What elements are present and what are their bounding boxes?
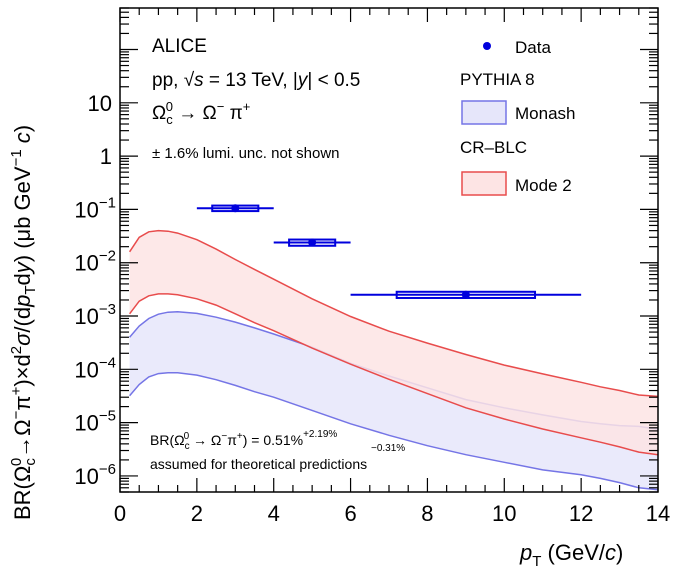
model-bands: [128, 229, 659, 491]
y-tick-label: 10−6: [74, 461, 116, 489]
axes: 0 2 4 6 8 10 12 14 10−6 10−5 10−4 10−3 10−2 10−1 1 10: [74, 7, 670, 526]
y-tick-label: 10−3: [74, 301, 116, 329]
legend-monash-label: Monash: [515, 104, 575, 123]
x-tick-label: 0: [114, 501, 126, 526]
x-tick-label: 10: [492, 501, 516, 526]
y-tick-label: 10: [88, 91, 112, 116]
legend-data-label: Data: [515, 38, 551, 57]
legend-generator-label: PYTHIA 8: [460, 70, 535, 89]
y-tick-label: 10−4: [74, 354, 116, 382]
data-point-marker: [461, 290, 470, 299]
data-point: [273, 238, 351, 247]
data-point: [196, 204, 274, 213]
y-tick-label: 10−5: [74, 408, 116, 436]
data-point: [350, 290, 582, 299]
decay-channel-label: Ωc0 → Ω− π+: [152, 99, 250, 127]
x-tick-label: 14: [646, 501, 670, 526]
y-tick-label: 10−2: [74, 248, 116, 276]
annotation-block: ALICE pp, √s = 13 TeV, |y| < 0.5 Ωc0 → Ω…: [150, 36, 405, 472]
x-tick-label: 2: [191, 501, 203, 526]
x-tick-label: 8: [421, 501, 433, 526]
mode-2-band-lower: [129, 293, 659, 456]
branching-ratio-error-down: −0.31%: [371, 443, 405, 454]
legend-mode2-label: Mode 2: [515, 176, 572, 195]
lumi-note: ± 1.6% lumi. unc. not shown: [152, 145, 340, 162]
mode-2-band-fill: [129, 230, 659, 455]
legend-data-marker: [483, 42, 491, 50]
branching-ratio-note: assumed for theoretical predictions: [150, 456, 367, 472]
x-axis-title: pT (GeV/c): [519, 540, 623, 570]
x-tick-label: 12: [569, 501, 593, 526]
x-tick-label: 6: [344, 501, 356, 526]
data-point-marker: [308, 238, 317, 247]
y-tick-label: 10−1: [74, 194, 116, 222]
collision-system-label: pp, √s = 13 TeV, |y| < 0.5: [152, 70, 360, 91]
legend-monash-swatch: [461, 100, 507, 125]
mode-2-band-upper: [128, 229, 659, 398]
data-points: [196, 204, 582, 299]
experiment-label: ALICE: [152, 36, 207, 57]
legend-crblc-label: CR–BLC: [460, 138, 527, 157]
legend: Data PYTHIA 8 Monash CR–BLC Mode 2: [460, 38, 575, 196]
y-axis-title: BR(Ωc0→Ω−π+)×d2σ/(dpTdy) (μb GeV−1 c): [8, 125, 39, 520]
monash-band-lower: [129, 372, 659, 491]
x-tick-label: 4: [268, 501, 280, 526]
branching-ratio-label: BR(Ωc0 → Ω−π+) = 0.51%+2.19%: [150, 429, 337, 452]
monash-band-fill: [129, 311, 659, 490]
legend-mode2-swatch: [461, 171, 507, 196]
y-tick-label: 1: [100, 144, 112, 169]
data-point-marker: [231, 204, 240, 213]
